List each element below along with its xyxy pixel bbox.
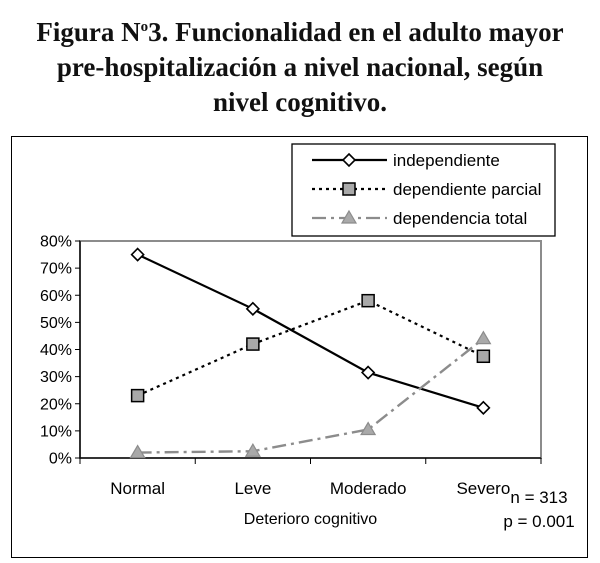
y-tick-label: 50% <box>40 315 72 332</box>
data-point-2-3 <box>475 330 492 345</box>
y-tick-label: 70% <box>40 261 72 278</box>
y-tick-label: 20% <box>40 396 72 413</box>
annotation-n: n = 313 <box>510 488 567 507</box>
data-point-1-1 <box>246 337 260 351</box>
title-line1-prefix: Figura N <box>36 17 141 47</box>
data-point-0-1 <box>245 301 261 316</box>
x-tick-label: Severo <box>456 479 510 498</box>
title-line1-sup: o <box>140 19 149 35</box>
data-point-1-0 <box>130 388 145 403</box>
title-line3: nivel cognitivo. <box>213 87 387 117</box>
data-point-0-2 <box>360 365 376 380</box>
series-line-2 <box>137 337 485 454</box>
y-tick-label: 0% <box>49 451 72 468</box>
data-point-0-3 <box>476 400 491 415</box>
legend-marker-2 <box>340 209 358 224</box>
y-tick-label: 80% <box>40 234 72 251</box>
x-axis-label: Deterioro cognitivo <box>244 511 378 528</box>
legend-label-2: dependencia total <box>393 209 527 228</box>
data-point-2-0 <box>129 444 146 459</box>
legend-marker-0 <box>341 152 357 168</box>
x-tick-label: Normal <box>110 479 165 498</box>
x-tick-label: Leve <box>234 479 271 498</box>
series-line-0 <box>137 253 484 409</box>
y-tick-label: 40% <box>40 342 72 359</box>
data-point-2-2 <box>360 421 377 436</box>
legend-marker-1 <box>342 182 356 196</box>
y-tick-label: 10% <box>40 423 72 440</box>
legend-label-1: dependiente parcial <box>393 180 541 199</box>
title-line1-rest: 3. Funcionalidad en el adulto mayor <box>148 17 564 47</box>
chart-title: Figura No3. Funcionalidad en el adulto m… <box>0 10 600 120</box>
annotation-p: p = 0.001 <box>503 512 574 531</box>
data-point-1-3 <box>476 349 491 364</box>
data-point-1-2 <box>361 293 375 308</box>
data-point-2-1 <box>244 443 261 457</box>
data-point-0-0 <box>130 247 145 262</box>
x-tick-label: Moderado <box>330 479 407 498</box>
y-tick-label: 60% <box>40 288 72 305</box>
title-line2: pre-hospitalización a nivel nacional, se… <box>56 52 544 82</box>
legend-label-0: independiente <box>393 151 500 170</box>
y-tick-label: 30% <box>40 369 72 386</box>
series-line-1 <box>137 299 484 397</box>
